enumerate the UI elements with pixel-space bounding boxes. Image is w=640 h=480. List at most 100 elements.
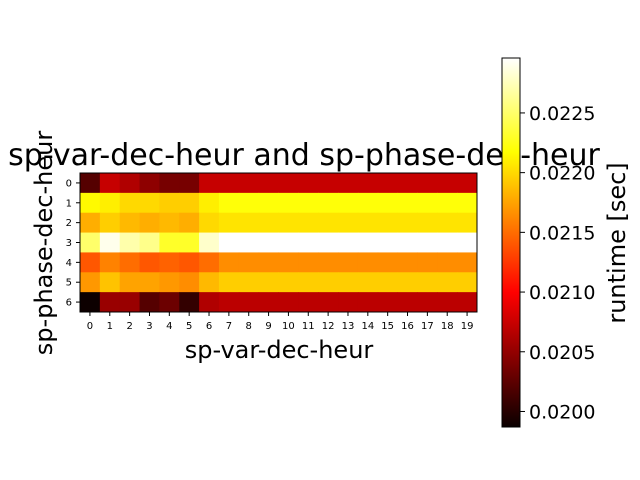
- x-tick-label: 5: [186, 321, 192, 332]
- heatmap-cell: [278, 252, 299, 273]
- heatmap-cell: [99, 232, 121, 253]
- heatmap-cell: [437, 232, 458, 253]
- heatmap-cell: [397, 173, 418, 194]
- heatmap-cell: [218, 292, 240, 313]
- heatmap-cell: [80, 212, 101, 234]
- x-tick-label: 4: [166, 321, 172, 332]
- heatmap-cell: [318, 272, 339, 293]
- heatmap-cell: [357, 292, 379, 313]
- heatmap-cell: [258, 252, 279, 273]
- heatmap-cell: [218, 252, 240, 273]
- heatmap-cell: [397, 192, 418, 214]
- heatmap-cell: [258, 272, 279, 293]
- heatmap-cell: [80, 272, 101, 293]
- heatmap-cell: [199, 252, 220, 273]
- heatmap-cell: [357, 192, 379, 214]
- heatmap-cell: [238, 212, 260, 234]
- x-tick-label: 17: [421, 321, 434, 332]
- x-tick-label: 16: [401, 321, 414, 332]
- heatmap-cell: [397, 252, 418, 273]
- colorbar-tick-label: 0.0215: [529, 222, 595, 244]
- colorbar-tick-label: 0.0225: [529, 103, 595, 125]
- x-tick-label: 6: [206, 321, 212, 332]
- heatmap-cell: [338, 232, 359, 253]
- heatmap-cell: [377, 292, 399, 313]
- heatmap-cell: [298, 252, 319, 273]
- heatmap-cell: [99, 272, 121, 293]
- heatmap-cell: [377, 252, 399, 273]
- y-tick-label: 4: [66, 258, 72, 269]
- x-tick-label: 0: [87, 321, 93, 332]
- heatmap-cell: [218, 173, 240, 194]
- y-tick-label: 1: [66, 198, 72, 209]
- heatmap-cell: [159, 192, 180, 214]
- x-tick-label: 2: [126, 321, 132, 332]
- heatmap-cell: [318, 192, 339, 214]
- heatmap-cell: [179, 232, 200, 253]
- heatmap-cell: [179, 192, 200, 214]
- heatmap-cell: [99, 173, 121, 194]
- heatmap-cell: [80, 192, 101, 214]
- heatmap-cell: [338, 173, 359, 194]
- heatmap-cell: [437, 192, 458, 214]
- x-tick-label: 14: [361, 321, 374, 332]
- heatmap-cell: [397, 212, 418, 234]
- heatmap-cell: [119, 212, 141, 234]
- x-tick-label: 12: [322, 321, 335, 332]
- heatmap-cell: [238, 192, 260, 214]
- heatmap-cell: [338, 292, 359, 313]
- heatmap-cell: [199, 173, 220, 194]
- heatmap-cell: [159, 292, 180, 313]
- heatmap-cell: [417, 252, 438, 273]
- heatmap-cell: [457, 232, 478, 253]
- heatmap-cell: [338, 272, 359, 293]
- heatmap-cell: [318, 212, 339, 234]
- heatmap-cell: [318, 292, 339, 313]
- heatmap-cell: [199, 232, 220, 253]
- x-tick-label: 19: [461, 321, 474, 332]
- heatmap-cell: [139, 212, 160, 234]
- heatmap-cell: [139, 272, 160, 293]
- colorbar-tick-label: 0.0200: [529, 401, 595, 423]
- heatmap-cell: [99, 252, 121, 273]
- heatmap-cell: [377, 192, 399, 214]
- heatmap-cell: [357, 173, 379, 194]
- heatmap-cell: [457, 272, 478, 293]
- heatmap-cell: [437, 173, 458, 194]
- heatmap-cell: [238, 292, 260, 313]
- heatmap-cell: [437, 252, 458, 273]
- heatmap-cell: [278, 192, 299, 214]
- x-tick-label: 15: [381, 321, 394, 332]
- heatmap-cell: [99, 192, 121, 214]
- heatmap-cell: [417, 292, 438, 313]
- heatmap-cell: [218, 212, 240, 234]
- heatmap-cell: [457, 292, 478, 313]
- x-tick-label: 11: [302, 321, 315, 332]
- colorbar-ticks: 0.0200 0.0205 0.0210 0.0215 0.0220 0.0225: [520, 103, 595, 423]
- heatmap-cell: [80, 232, 101, 253]
- heatmap-cell: [298, 272, 319, 293]
- heatmap-cell: [199, 192, 220, 214]
- x-tick-label: 9: [265, 321, 271, 332]
- heatmap-cell: [417, 192, 438, 214]
- heatmap-cell: [99, 292, 121, 313]
- heatmap-cell: [397, 272, 418, 293]
- x-tick-label: 3: [146, 321, 152, 332]
- heatmap-cell: [377, 272, 399, 293]
- heatmap-cell: [318, 232, 339, 253]
- heatmap-cell: [258, 192, 279, 214]
- heatmap-cell: [139, 252, 160, 273]
- heatmap-cell: [139, 192, 160, 214]
- heatmap-cell: [357, 252, 379, 273]
- heatmap-cell: [457, 252, 478, 273]
- heatmap-cell: [437, 292, 458, 313]
- heatmap-cell: [278, 212, 299, 234]
- heatmap-cell: [417, 232, 438, 253]
- heatmap-cell: [377, 212, 399, 234]
- heatmap-cell: [417, 212, 438, 234]
- heatmap-cell: [159, 212, 180, 234]
- x-tick-label: 1: [107, 321, 113, 332]
- heatmap-cell: [457, 212, 478, 234]
- colorbar-tick-label: 0.0205: [529, 342, 595, 364]
